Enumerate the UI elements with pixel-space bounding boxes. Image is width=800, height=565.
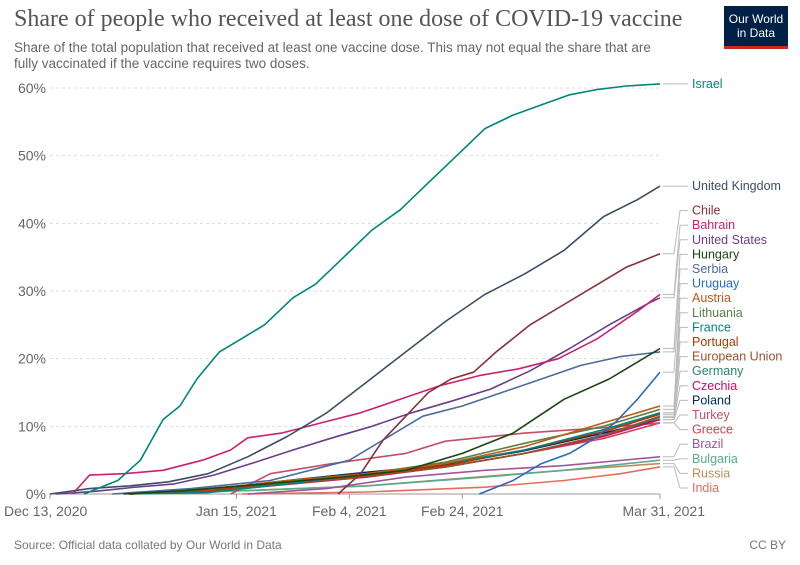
series-label-hungary: Hungary [692, 247, 740, 261]
label-connector-hungary [663, 253, 688, 349]
series-label-czechia: Czechia [692, 379, 737, 393]
series-label-greece: Greece [692, 423, 733, 437]
logo-line-1: Our World [728, 12, 784, 26]
y-tick-label: 60% [18, 80, 46, 96]
label-connector-poland [663, 399, 688, 421]
series-label-united-states: United States [692, 233, 767, 247]
chart-title: Share of people who received at least on… [14, 6, 683, 32]
label-connector-united-states [663, 239, 688, 299]
series-label-germany: Germany [692, 364, 744, 378]
series-line-bahrain [72, 293, 661, 495]
logo-line-2: in Data [736, 26, 776, 40]
y-tick-label: 20% [18, 351, 46, 367]
y-tick-label: 40% [18, 215, 46, 231]
series-label-bulgaria: Bulgaria [692, 452, 738, 466]
series-lines [49, 83, 661, 495]
series-line-united-kingdom [49, 185, 661, 495]
series-label-france: France [692, 320, 731, 334]
chart-subtitle: Share of the total population that recei… [14, 40, 651, 71]
series-line-chile [337, 253, 661, 495]
label-connector-russia [663, 463, 688, 474]
y-axis-tick-labels: 0% 10% 20% 30% 40% 50% 60% [18, 80, 46, 502]
label-connector-chile [663, 210, 688, 255]
label-connector-bahrain [663, 224, 688, 295]
y-tick-label: 0% [26, 486, 46, 502]
x-tick-label: Feb 4, 2021 [312, 503, 387, 519]
series-label-poland: Poland [692, 393, 731, 407]
series-label-austria: Austria [692, 291, 731, 305]
series-label-uruguay: Uruguay [692, 277, 740, 291]
label-connector-france [663, 326, 688, 414]
series-label-european-union: European Union [692, 350, 782, 364]
x-tick-label: Mar 31, 2021 [623, 503, 706, 519]
source-note: Source: Official data collated by Our Wo… [14, 538, 282, 552]
y-tick-label: 50% [18, 148, 46, 164]
series-line-serbia [112, 351, 661, 495]
x-tick-label: Dec 13, 2020 [4, 503, 87, 519]
label-connector-portugal [663, 341, 688, 415]
series-label-russia: Russia [692, 466, 730, 480]
license-link[interactable]: CC BY [749, 538, 786, 552]
series-label-united-kingdom: United Kingdom [692, 179, 781, 193]
label-connector-austria [663, 297, 688, 407]
series-line-united-states [55, 297, 661, 495]
label-connector-germany [663, 370, 688, 418]
series-label-portugal: Portugal [692, 335, 739, 349]
label-connector-bulgaria [663, 458, 688, 461]
label-connector-uruguay [663, 283, 688, 373]
x-axis-tick-labels: Dec 13, 2020 Jan 15, 2021 Feb 4, 2021 Feb 2… [4, 494, 705, 519]
series-line-india [241, 466, 661, 495]
series-line-lithuania [129, 408, 661, 495]
label-connector-lithuania [663, 312, 688, 410]
series-line-brazil [247, 456, 661, 495]
y-tick-label: 10% [18, 418, 46, 434]
y-tick-label: 30% [18, 283, 46, 299]
series-line-european-union [129, 415, 661, 495]
label-connector-serbia [663, 268, 688, 353]
series-line-israel [83, 83, 661, 495]
x-tick-label: Jan 15, 2021 [196, 503, 277, 519]
label-connector-greece [663, 422, 688, 431]
owid-logo[interactable]: Our World in Data [724, 6, 788, 49]
series-line-uruguay [479, 371, 661, 495]
series-label-serbia: Serbia [692, 262, 728, 276]
x-tick-label: Feb 24, 2021 [421, 503, 504, 519]
series-label-bahrain: Bahrain [692, 218, 735, 232]
series-label-lithuania: Lithuania [692, 306, 743, 320]
series-line-hungary [123, 347, 661, 495]
series-label-india: India [692, 481, 719, 495]
label-connector-brazil [663, 443, 688, 458]
series-label-israel: Israel [692, 77, 723, 91]
series-line-france [129, 412, 661, 495]
series-label-turkey: Turkey [692, 408, 730, 422]
label-connector-european-union [663, 356, 688, 417]
series-label-brazil: Brazil [692, 437, 723, 451]
label-connector-india [663, 466, 688, 489]
series-label-chile: Chile [692, 204, 721, 218]
